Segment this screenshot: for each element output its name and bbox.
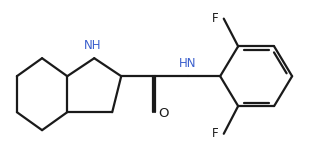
Text: HN: HN	[179, 57, 197, 70]
Text: NH: NH	[84, 39, 101, 52]
Text: F: F	[211, 12, 218, 25]
Text: O: O	[158, 107, 169, 120]
Text: F: F	[211, 127, 218, 140]
